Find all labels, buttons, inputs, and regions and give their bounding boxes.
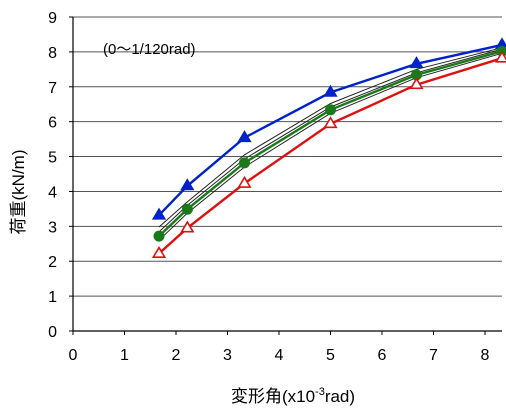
y-tick-label: 5	[48, 150, 57, 167]
series-line	[158, 48, 503, 233]
data-point	[151, 245, 167, 258]
y-tick-label: 9	[48, 10, 57, 27]
series-line	[158, 47, 503, 228]
y-tick-label: 2	[48, 254, 57, 271]
data-point	[180, 178, 195, 191]
x-axis-title-sup: -3	[315, 386, 325, 398]
grid-lines	[73, 16, 502, 297]
y-axis-title: 荷重(kN/m)	[9, 150, 28, 235]
y-tick-label: 3	[48, 219, 57, 236]
x-tick-label: 3	[223, 347, 232, 364]
data-point	[180, 220, 195, 233]
y-tick-label: 6	[48, 115, 57, 132]
data-point	[409, 56, 424, 69]
series-layer	[151, 37, 506, 258]
data-point	[409, 77, 424, 90]
series-1	[151, 37, 506, 220]
data-point	[494, 50, 506, 63]
x-axis-title: 変形角(x10-3rad)	[231, 386, 355, 406]
x-tick-label: 5	[326, 347, 335, 364]
data-point	[237, 175, 252, 188]
x-tick-label: 6	[378, 347, 387, 364]
x-tick-label: 0	[69, 347, 78, 364]
series-2	[158, 47, 503, 228]
data-point	[237, 130, 252, 143]
data-point	[181, 203, 193, 215]
y-tick-label: 0	[48, 324, 57, 341]
x-tick-label: 8	[481, 347, 490, 364]
data-point	[323, 116, 338, 129]
series-line	[158, 50, 503, 237]
x-tick-label: 7	[429, 347, 438, 364]
x-tick-label: 4	[275, 347, 284, 364]
data-point	[325, 104, 337, 116]
series-3	[158, 48, 503, 233]
y-tick-label: 1	[48, 289, 57, 306]
data-point	[151, 207, 167, 220]
y-tick-label: 7	[48, 80, 57, 97]
series-line	[158, 43, 503, 217]
y-tick-label: 8	[48, 45, 57, 62]
x-axis-title-suffix: rad)	[325, 387, 355, 406]
series-6	[151, 50, 506, 258]
data-point	[323, 84, 338, 97]
range-annotation: (0〜1/120rad)	[103, 41, 196, 58]
x-tick-label: 2	[172, 347, 181, 364]
tick-labels: 0 1 2 3 4 5 6 7 8 9 0 1 2 3 4 5 6 7 8	[48, 10, 489, 364]
x-axis-title-prefix: 変形角(x10	[231, 387, 315, 406]
data-point	[238, 157, 250, 169]
series-line	[158, 52, 503, 241]
series-5	[158, 52, 503, 241]
y-tick-label: 4	[48, 184, 57, 201]
x-tick-label: 1	[120, 347, 129, 364]
data-point	[153, 230, 165, 242]
axes	[69, 16, 502, 335]
series-4	[153, 45, 506, 242]
